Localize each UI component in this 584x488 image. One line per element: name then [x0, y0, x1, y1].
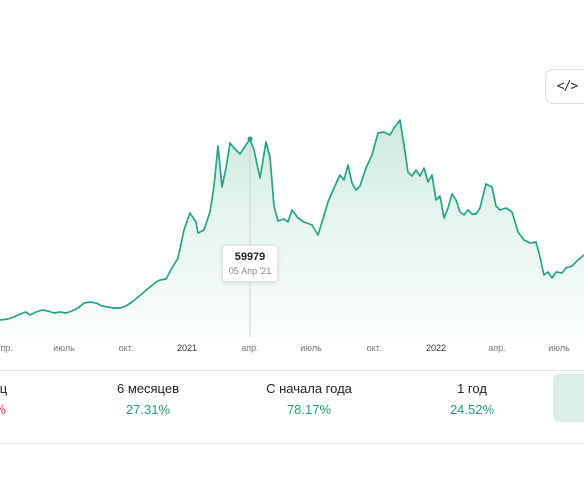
- x-tick-label: апр.: [488, 343, 505, 353]
- period-label: 1 год: [457, 381, 487, 396]
- period-return: %: [0, 402, 60, 418]
- x-tick-label: окт.: [367, 343, 382, 353]
- x-tick-label: окт.: [119, 343, 134, 353]
- price-area-fill: [0, 120, 584, 337]
- period-return: 78.17%: [286, 402, 332, 417]
- x-axis-ticks: апр. июль окт. 2021 апр. июль окт. 2022 апр. июль: [0, 343, 570, 353]
- chart-tooltip: 59979 05 Апр '21: [222, 245, 278, 282]
- period-label: 6 месяцев: [117, 381, 179, 396]
- period-label: яц: [0, 381, 8, 396]
- period-1-year[interactable]: 1 год 24.52%: [412, 381, 532, 418]
- x-tick-label: 2021: [177, 343, 197, 353]
- period-ytd[interactable]: С начала года 78.17%: [249, 381, 369, 418]
- period-label: С начала года: [266, 381, 352, 396]
- price-line: [0, 119, 584, 321]
- highlighted-point: [247, 136, 253, 142]
- x-tick-label: июль: [300, 343, 322, 353]
- code-icon: </>: [556, 79, 579, 94]
- tooltip-value: 59979: [234, 251, 266, 263]
- x-tick-label: июль: [548, 343, 570, 353]
- divider-top: [0, 370, 584, 371]
- x-tick-label: апр.: [0, 343, 13, 353]
- x-tick-label: апр.: [241, 343, 258, 353]
- period-6-months[interactable]: 6 месяцев 27.31%: [88, 381, 208, 418]
- tooltip-date: 05 Апр '21: [228, 266, 272, 276]
- embed-code-button[interactable]: </>: [545, 69, 584, 104]
- period-return: 24.52%: [449, 402, 495, 417]
- price-chart[interactable]: апр. июль окт. 2021 апр. июль окт. 2022 апр. июль: [0, 0, 584, 370]
- period-return: 27.31%: [125, 402, 171, 417]
- period-tab-selected[interactable]: [553, 374, 584, 422]
- x-tick-label: 2022: [426, 343, 446, 353]
- x-tick-label: июль: [53, 343, 75, 353]
- divider-bottom: [0, 443, 584, 444]
- period-1-month[interactable]: яц %: [0, 381, 60, 418]
